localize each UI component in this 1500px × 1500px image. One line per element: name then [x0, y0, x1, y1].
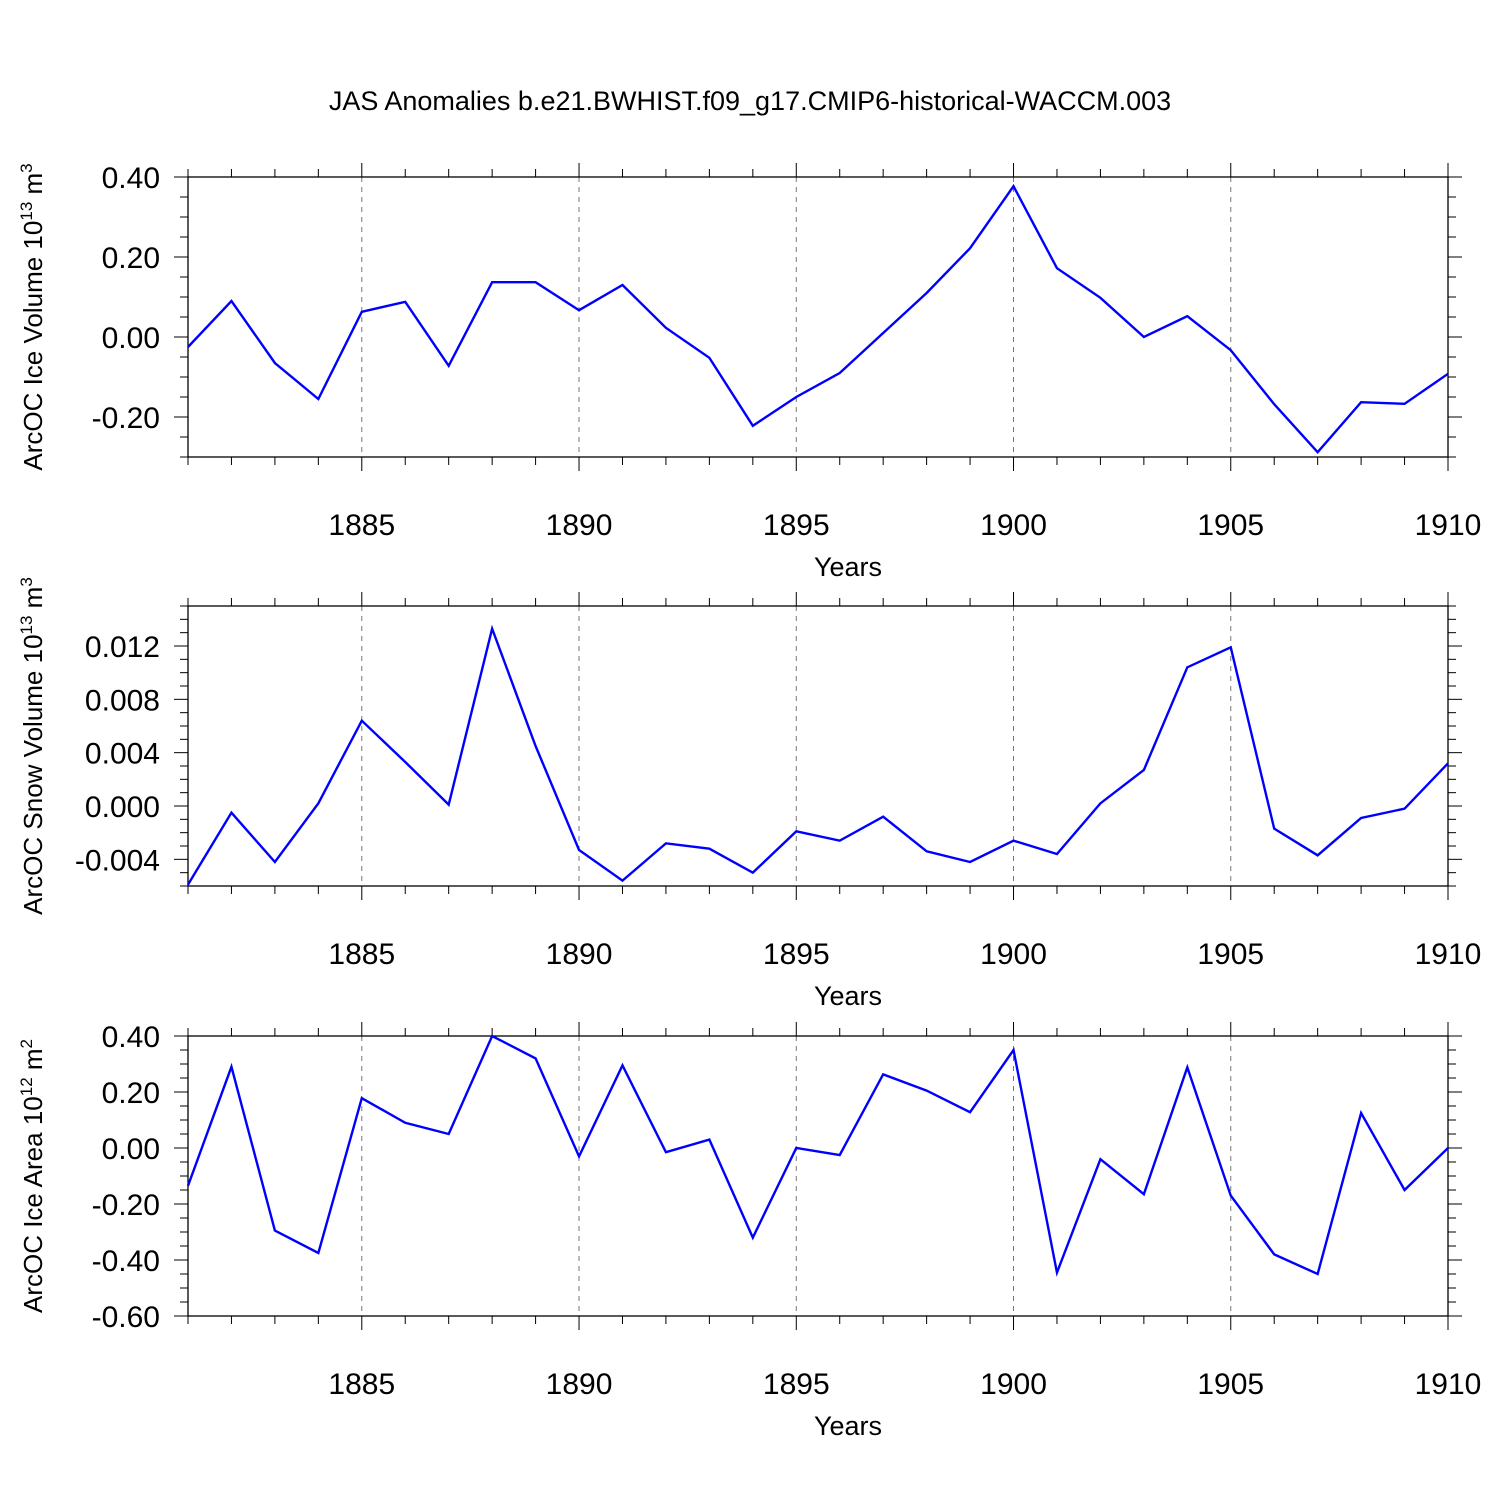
y-tick-label: -0.60 [92, 1301, 160, 1334]
x-tick-label: 1900 [980, 509, 1047, 542]
y-tick-label: 0.00 [102, 1133, 160, 1166]
series-line [187, 183, 1449, 455]
series-line [186, 624, 1449, 886]
x-tick-label: 1905 [1197, 509, 1264, 542]
x-tick-label: 1905 [1197, 938, 1264, 971]
y-tick-label: 0.20 [102, 242, 160, 275]
y-tick-label: -0.20 [92, 1189, 160, 1222]
plot-frame [187, 1035, 1449, 1317]
plot-frame [187, 176, 1449, 458]
series-line [186, 1034, 1449, 1277]
x-tick-label: 1895 [763, 509, 830, 542]
y-axis-label: ArcOC Snow Volume 1013 m3 [17, 577, 48, 915]
y-tick-label: 0.000 [85, 791, 160, 824]
y-tick-label: 0.004 [85, 738, 160, 771]
x-tick-label: 1885 [328, 509, 395, 542]
y-axis-label: ArcOC Ice Volume 1013 m3 [17, 163, 48, 470]
x-tick-label: 1890 [546, 509, 613, 542]
x-tick-label: 1900 [980, 1368, 1047, 1401]
x-tick-label: 1895 [763, 1368, 830, 1401]
x-tick-label: 1885 [328, 1368, 395, 1401]
y-tick-label: -0.20 [92, 402, 160, 435]
x-tick-label: 1910 [1415, 1368, 1482, 1401]
figure-title: JAS Anomalies b.e21.BWHIST.f09_g17.CMIP6… [329, 86, 1171, 116]
y-tick-label: 0.012 [85, 631, 160, 664]
plot-frame [187, 605, 1449, 887]
y-tick-label: 0.008 [85, 684, 160, 717]
chart-panel-3: -0.60 -0.40 -0.20 0.00 0.20 0.40 1885 1890 1895 1… [17, 1021, 1481, 1441]
chart-panel-2: -0.004 0.000 0.004 0.008 0.012 1885 1890 1895 19… [17, 577, 1481, 1011]
x-tick-label: 1890 [546, 1368, 613, 1401]
x-tick-label: 1910 [1415, 509, 1482, 542]
x-axis-label: Years [814, 981, 882, 1011]
x-tick-label: 1905 [1197, 1368, 1264, 1401]
y-axis-label: ArcOC Ice Area 1012 m2 [17, 1039, 48, 1313]
x-axis-label: Years [814, 552, 882, 582]
x-tick-label: 1895 [763, 938, 830, 971]
x-tick-label: 1890 [546, 938, 613, 971]
y-tick-label: 0.40 [102, 1021, 160, 1054]
x-tick-label: 1900 [980, 938, 1047, 971]
y-tick-label: -0.004 [75, 844, 160, 877]
chart-panel-1: -0.20 0.00 0.20 0.40 1885 1890 1895 1900 1905 191… [17, 162, 1481, 582]
y-tick-label: 0.00 [102, 322, 160, 355]
x-tick-label: 1910 [1415, 938, 1482, 971]
x-axis-label: Years [814, 1411, 882, 1441]
y-tick-label: 0.20 [102, 1077, 160, 1110]
y-tick-label: -0.40 [92, 1245, 160, 1278]
y-tick-label: 0.40 [102, 162, 160, 195]
x-tick-label: 1885 [328, 938, 395, 971]
